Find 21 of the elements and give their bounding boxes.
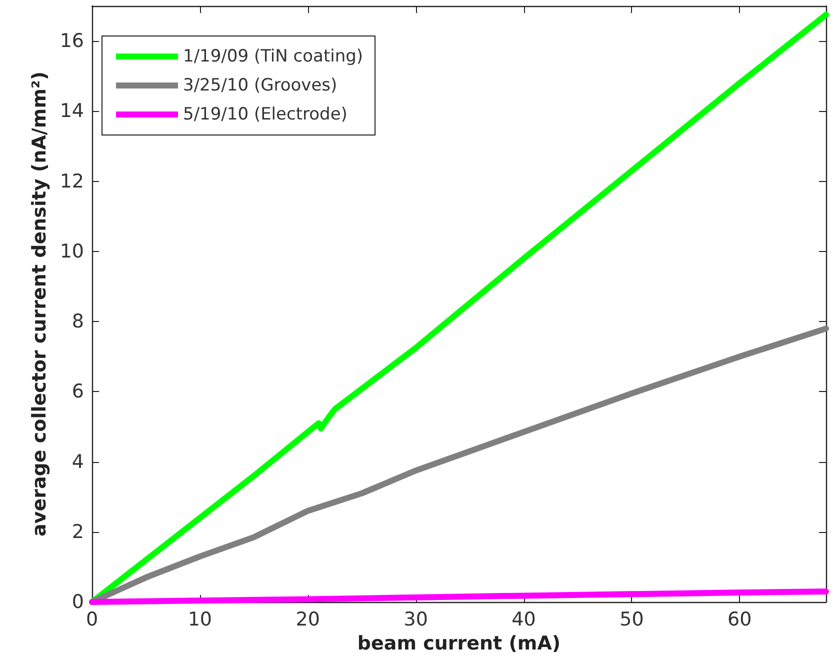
x-tick-label: 10: [188, 608, 212, 630]
x-axis-title: beam current (mA): [357, 632, 561, 654]
x-tick-label: 0: [86, 608, 98, 630]
y-tick-label: 0: [72, 591, 84, 613]
x-tick-label: 20: [296, 608, 320, 630]
y-tick-label: 16: [60, 30, 84, 52]
y-tick-label: 12: [60, 170, 84, 192]
y-tick-label: 6: [72, 380, 84, 403]
x-tick-label: 60: [728, 608, 752, 630]
y-tick-label: 14: [60, 100, 84, 122]
y-tick-label: 2: [72, 520, 84, 543]
y-tick-label: 10: [60, 240, 84, 262]
y-tick-label: 4: [72, 450, 84, 473]
y-tick-label: 8: [72, 310, 84, 333]
legend-label: 1/19/09 (TiN coating): [183, 46, 364, 66]
legend-label: 3/25/10 (Grooves): [183, 76, 338, 96]
x-tick-label: 30: [404, 608, 428, 630]
x-tick-label: 50: [620, 608, 644, 630]
y-axis-title: average collector current density (nA/mm²): [28, 71, 50, 537]
x-tick-label: 40: [512, 608, 536, 630]
legend-label: 5/19/10 (Electrode): [183, 104, 348, 124]
